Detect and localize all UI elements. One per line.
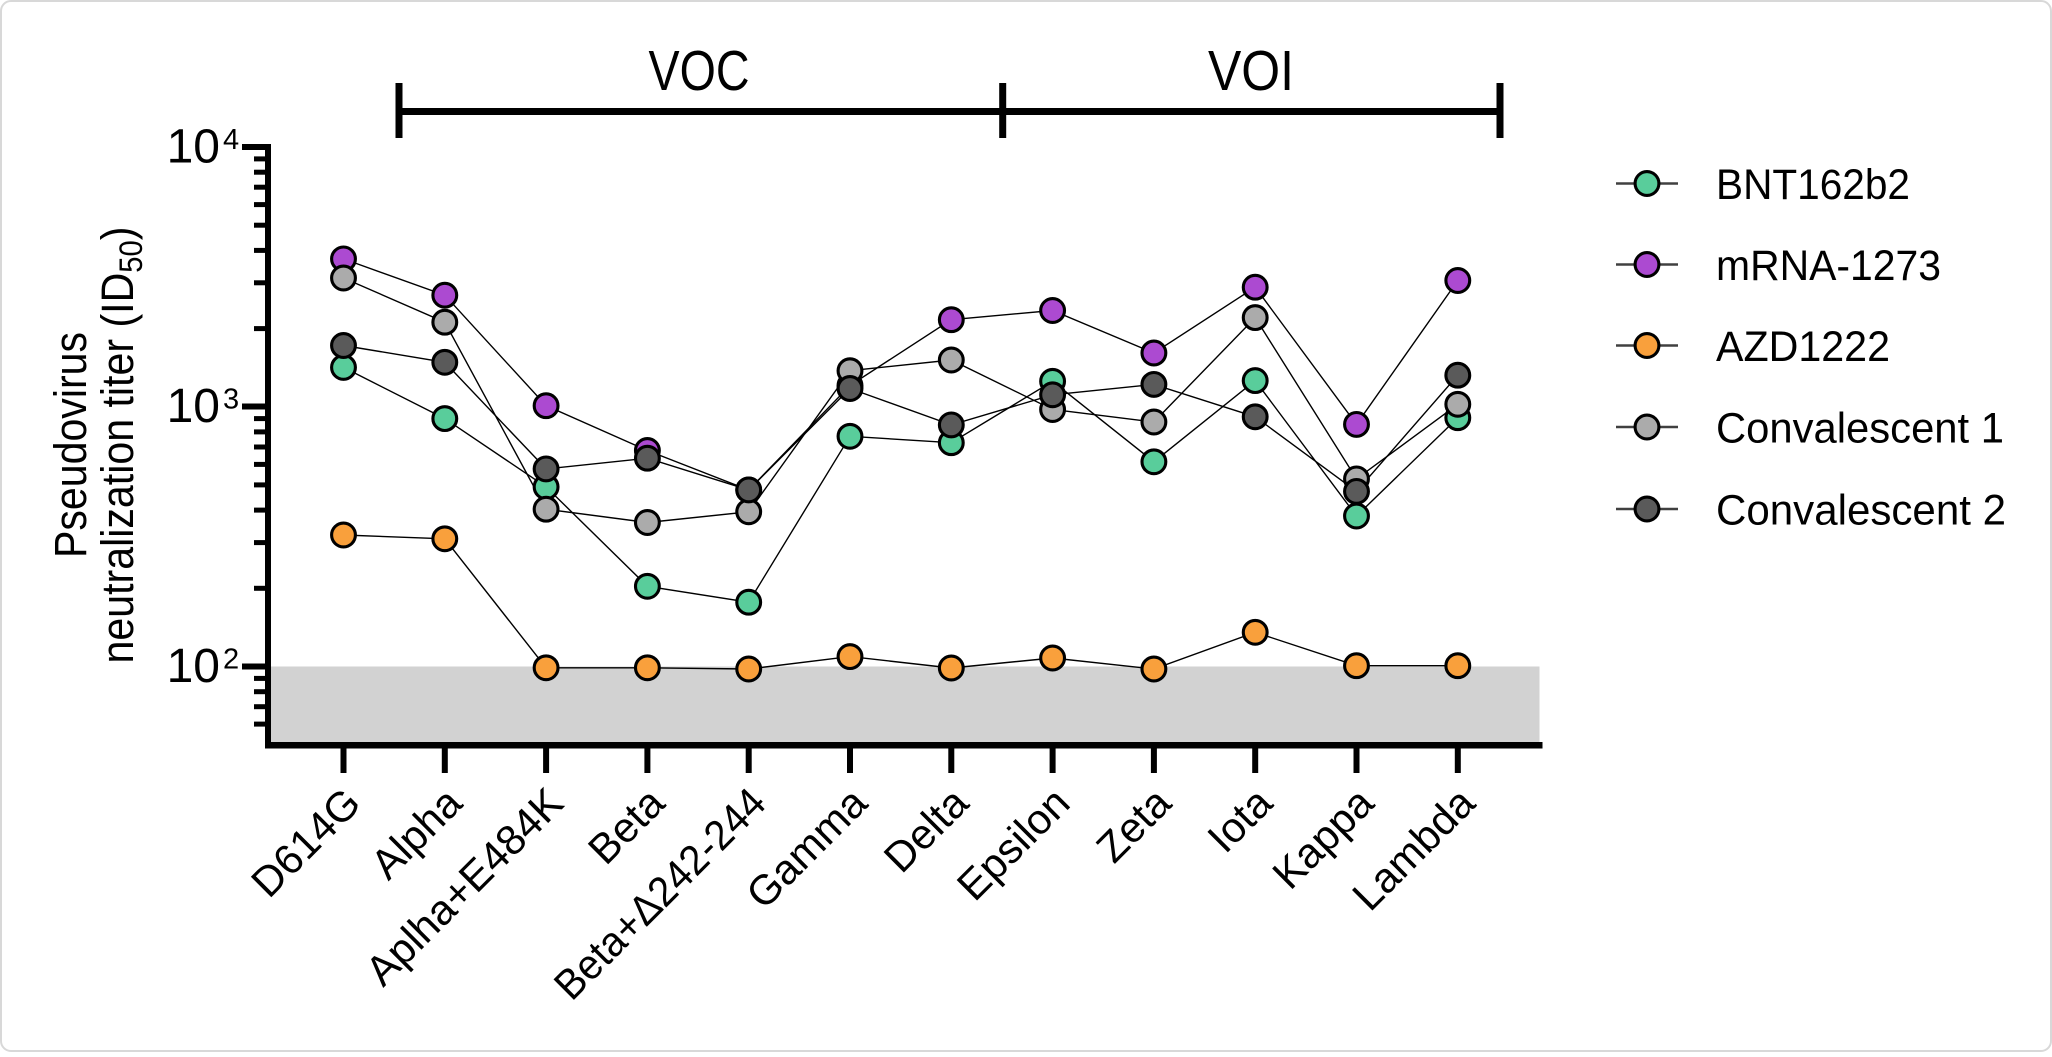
svg-text:10: 10: [167, 121, 220, 174]
svg-text:Pseudovirus: Pseudovirus: [45, 332, 96, 558]
svg-text:BNT162b2: BNT162b2: [1716, 161, 1910, 209]
svg-text:AZD1222: AZD1222: [1716, 323, 1890, 371]
svg-text:Convalescent 2: Convalescent 2: [1716, 486, 2006, 534]
svg-text:Convalescent 1: Convalescent 1: [1716, 404, 2004, 452]
svg-text:2: 2: [223, 644, 239, 676]
svg-text:4: 4: [223, 124, 239, 156]
svg-text:10: 10: [167, 640, 220, 693]
svg-text:VOI: VOI: [1208, 39, 1294, 103]
svg-text:10: 10: [167, 380, 220, 433]
svg-text:VOC: VOC: [649, 39, 750, 103]
svg-text:neutralization titer (ID50): neutralization titer (ID50): [92, 227, 149, 664]
svg-text:3: 3: [223, 384, 239, 416]
svg-text:mRNA-1273: mRNA-1273: [1716, 242, 1941, 290]
